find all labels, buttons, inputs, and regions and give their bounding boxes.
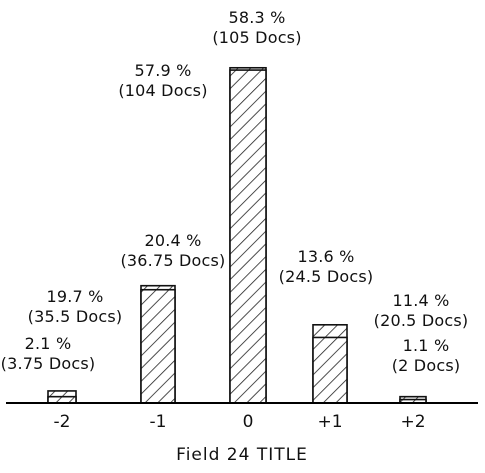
- data-label-docs: (3.75 Docs): [1, 354, 96, 373]
- x-tick-label: +1: [317, 412, 342, 432]
- data-label-percent: 13.6 %: [297, 247, 354, 266]
- data-label-percent: 20.4 %: [144, 231, 201, 250]
- bar-inner-1: [140, 288, 176, 404]
- data-label-docs: (104 Docs): [118, 81, 207, 100]
- data-labels: 2.1 %(3.75 Docs) 20.4 %(36.75 Docs) 19.7 %…: [1, 8, 469, 375]
- x-axis-label: Field 24 TITLE: [176, 445, 308, 465]
- data-label-docs: (105 Docs): [212, 28, 301, 47]
- data-label-percent: 19.7 %: [46, 287, 103, 306]
- data-label-percent: 57.9 %: [134, 61, 191, 80]
- data-label-percent: 2.1 %: [25, 334, 72, 353]
- data-label-docs: (35.5 Docs): [28, 307, 123, 326]
- x-tick-labels: -2 -1 0 +1 +2: [54, 412, 426, 432]
- bar-inner-3: [312, 336, 348, 404]
- data-label-docs: (36.75 Docs): [120, 251, 225, 270]
- data-label-percent: 58.3 %: [228, 8, 285, 27]
- data-label-docs: (2 Docs): [392, 356, 461, 375]
- data-label-percent: 11.4 %: [392, 291, 449, 310]
- data-label-docs: (24.5 Docs): [279, 267, 374, 286]
- x-tick-label: -1: [150, 412, 167, 432]
- bars-group: [47, 66, 427, 404]
- x-tick-label: -2: [54, 412, 71, 432]
- x-tick-label: +2: [400, 412, 425, 432]
- bar-inner-2: [229, 69, 267, 404]
- data-label-docs: (20.5 Docs): [374, 311, 469, 330]
- data-label-percent: 1.1 %: [403, 336, 450, 355]
- x-tick-label: 0: [243, 412, 254, 432]
